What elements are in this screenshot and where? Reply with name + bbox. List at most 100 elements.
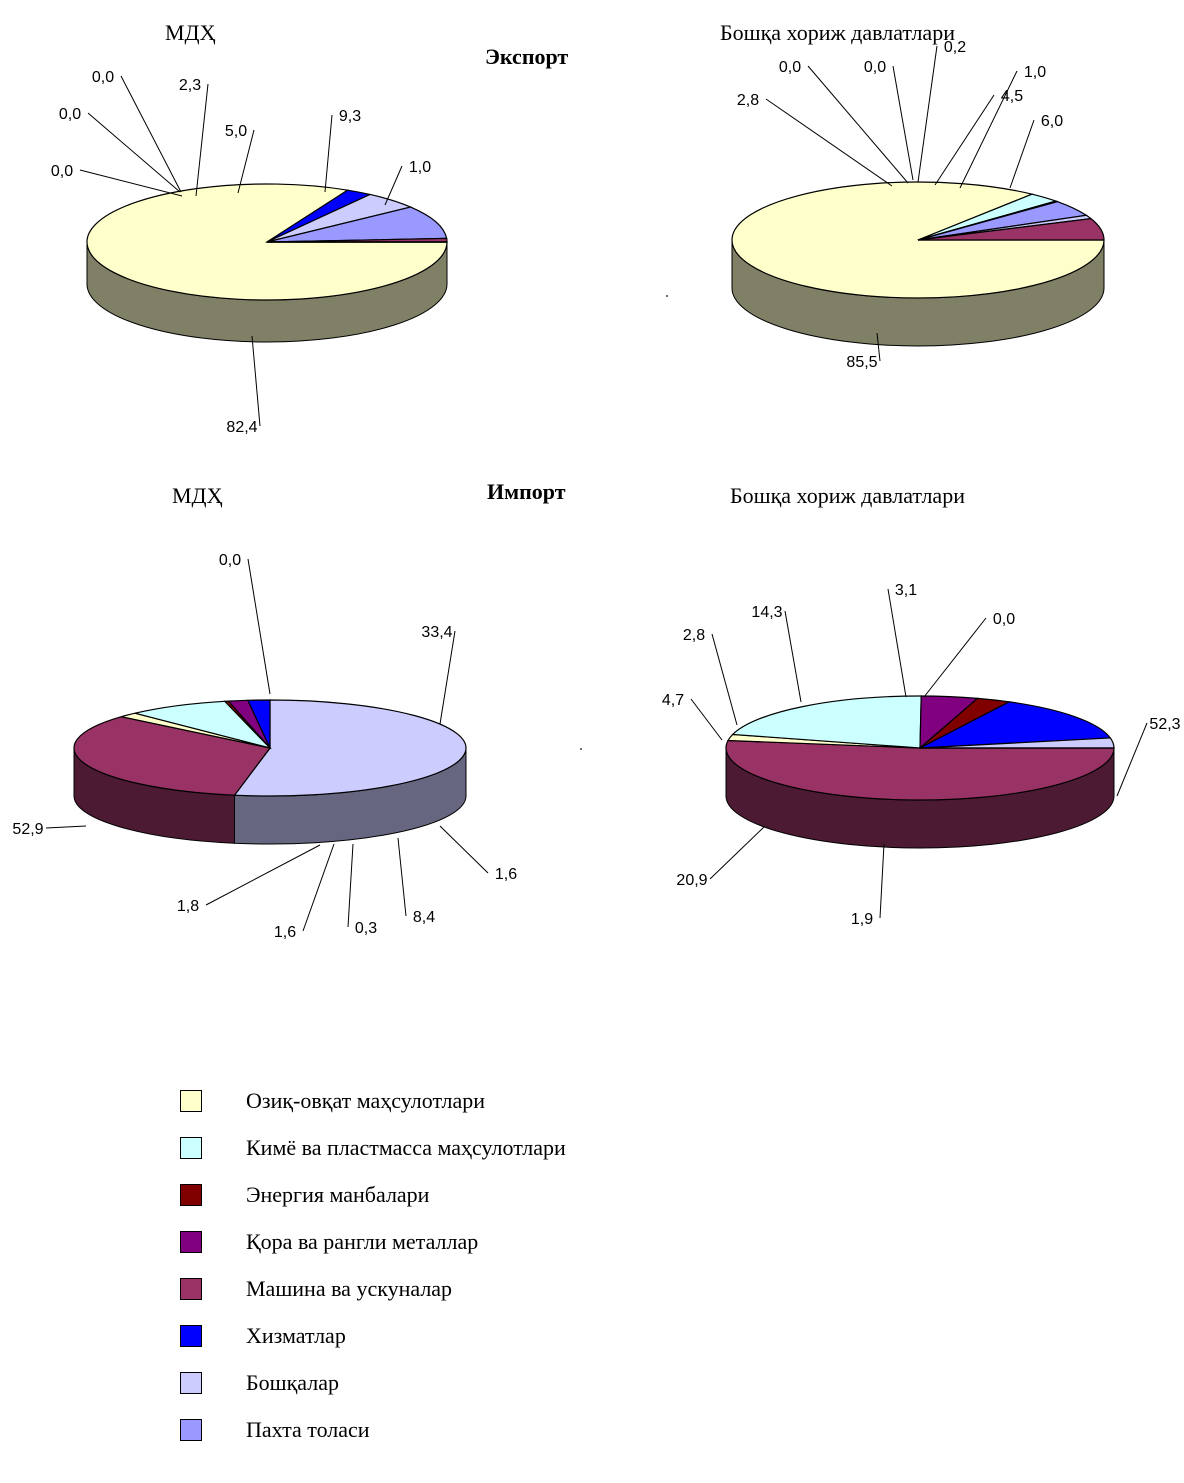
leader-line [439,825,489,874]
pie-chart-0 [86,183,448,343]
leader-line [807,65,909,184]
leader-line [120,75,182,193]
data-label: 52,3 [1149,716,1180,733]
legend-swatch [180,1184,202,1206]
pie-labels-3: 52,3 1,9 20,9 4,7 2,8 14,3 3,1 0,0 [662,582,1181,928]
data-label: 0,0 [864,59,886,76]
leader-line [1116,722,1148,797]
pie-slice [919,701,1112,749]
legend-swatch [180,1278,202,1300]
legend-label: Бошқалар [246,1370,339,1395]
leader-line [384,165,403,206]
heading-export: Экспорт [485,44,568,69]
pie-slice [73,716,272,796]
legend-item-services: Хизматлар [180,1321,346,1351]
pie-chart-1 [731,181,1105,347]
data-label: 33,4 [421,624,452,641]
data-label: 2,3 [179,77,201,94]
chart-title-import-other: Бошқа хориж давлатлари [730,483,965,508]
data-label: 8,4 [413,909,435,926]
data-label: 0,0 [59,106,81,123]
leader-line [237,129,255,194]
data-label: 52,9 [12,821,43,838]
pie-labels-0: 82,4 2,3 5,0 9,3 1,0 0,0 0,0 0,0 [51,69,431,436]
leader-line [923,617,987,698]
legend-item-metals: Қора ва рангли металлар [180,1227,478,1257]
stray-dot-2 [666,295,668,297]
leader-line [892,65,914,181]
data-label: 1,0 [1024,64,1046,81]
leader-line [324,114,333,193]
leader-line [765,98,893,187]
pie-slice [246,699,271,749]
pie-slice [134,700,272,750]
data-label: 1,9 [851,911,873,928]
legend-item-food: Озиқ-овқат маҳсулотлари [180,1086,485,1116]
data-label: 9,3 [339,108,361,125]
pie-labels-2: 52,9 0,0 33,4 1,6 8,4 0,3 1,6 1,8 [12,552,517,941]
legend-swatch [180,1231,202,1253]
data-label: 0,0 [779,59,801,76]
legend-swatch [180,1325,202,1347]
data-label: 0,2 [944,39,966,56]
stray-dot-1 [580,748,582,750]
leader-line [1009,119,1035,189]
data-label: 6,0 [1041,113,1063,130]
data-label: 2,8 [683,627,705,644]
data-label: 0,0 [51,163,73,180]
leader-line [876,332,881,362]
data-label: 1,6 [274,924,296,941]
legend-label: Пахта толаси [246,1417,370,1442]
legend-item-machinery: Машина ва ускуналар [180,1274,452,1304]
data-label: 0,3 [355,920,377,937]
pie-slice [266,206,448,243]
leader-line [302,843,335,932]
leader-line [879,843,885,919]
pie-slice [233,699,467,797]
leader-line [45,825,87,829]
pie-slice [725,739,1115,801]
data-label: 4,7 [662,692,684,709]
data-label: 2,8 [737,92,759,109]
data-label: 5,0 [225,123,247,140]
legend-label: Машина ва ускуналар [246,1276,453,1301]
leader-line [347,843,354,928]
legend-item-energy: Энергия манбалари [180,1180,429,1210]
leader-line [690,698,723,741]
data-label: 20,9 [676,872,707,889]
leader-line [711,633,738,726]
data-label: 82,4 [226,419,257,436]
legend-item-cotton: Пахта толаси [180,1415,370,1445]
legend-label: Қора ва рангли металлар [246,1229,479,1254]
pie-chart-2 [73,699,467,845]
data-label: 0,0 [92,69,114,86]
legend-swatch [180,1090,202,1112]
legend-label: Озиқ-овқат маҳсулотлари [246,1088,486,1113]
pie-slice [731,181,1105,299]
pie-slice [917,218,1105,241]
leader-line [195,83,209,197]
data-label: 14,3 [751,604,782,621]
leader-line [87,112,181,193]
legend-label: Энергия манбалари [246,1182,430,1207]
data-label: 0,0 [993,611,1015,628]
legend-item-other: Бошқалар [180,1368,339,1398]
data-label: 0,0 [219,552,241,569]
legend-swatch [180,1137,202,1159]
leader-line [784,610,802,703]
pie-chart-3 [725,695,1115,849]
leader-line [397,837,407,917]
legend-swatch [180,1419,202,1441]
data-label: 85,5 [846,354,877,371]
legend-label: Кимё ва пластмасса маҳсулотлари [246,1135,566,1160]
leader-line [709,825,766,880]
heading-import: Импорт [487,479,566,504]
leader-line [205,844,321,906]
legend-label: Хизматлар [246,1323,346,1348]
chart-title-export-cis: МДҲ [165,20,216,45]
leader-line [934,94,995,186]
leader-line [439,630,456,725]
leader-line [917,45,938,183]
leader-line [247,558,271,695]
